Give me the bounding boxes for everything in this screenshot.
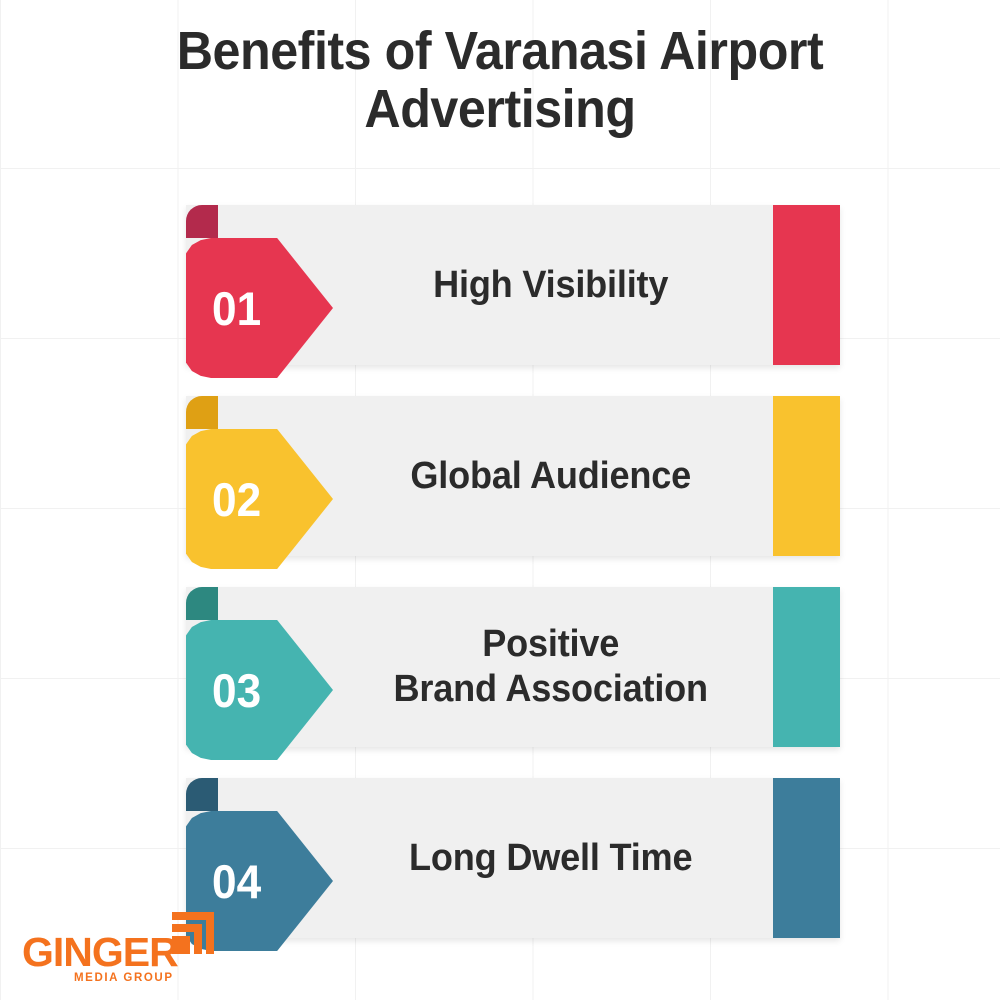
card-label: Global Audience xyxy=(410,454,692,497)
benefit-card[interactable]: Long Dwell Time 04 xyxy=(186,778,840,951)
logo-tagline: MEDIA GROUP xyxy=(74,972,174,984)
card-label: Positive Brand Association xyxy=(393,623,709,710)
benefit-card[interactable]: Positive Brand Association 03 xyxy=(186,587,840,760)
card-accent-bar xyxy=(773,778,840,938)
card-accent-bar xyxy=(773,396,840,556)
ribbon-fold xyxy=(186,205,218,238)
benefit-card[interactable]: Global Audience 02 xyxy=(186,396,840,569)
badge-number: 01 xyxy=(212,281,262,335)
badge-number: 02 xyxy=(212,472,262,526)
ribbon-fold xyxy=(186,778,218,811)
ribbon-fold xyxy=(186,587,218,620)
badge-number: 03 xyxy=(212,663,262,717)
benefit-card[interactable]: High Visibility 01 xyxy=(186,205,840,378)
nested-brackets-icon xyxy=(172,912,214,954)
card-label: Long Dwell Time xyxy=(409,836,693,879)
card-accent-bar xyxy=(773,205,840,365)
badge-number: 04 xyxy=(212,854,262,908)
page-title: Benefits of Varanasi Airport Advertising xyxy=(176,21,824,140)
card-label: High Visibility xyxy=(433,263,669,306)
ribbon-fold xyxy=(186,396,218,429)
ginger-media-group-logo[interactable]: GINGER MEDIA GROUP xyxy=(22,910,222,986)
card-accent-bar xyxy=(773,587,840,747)
logo-wordmark: GINGER xyxy=(22,929,179,975)
